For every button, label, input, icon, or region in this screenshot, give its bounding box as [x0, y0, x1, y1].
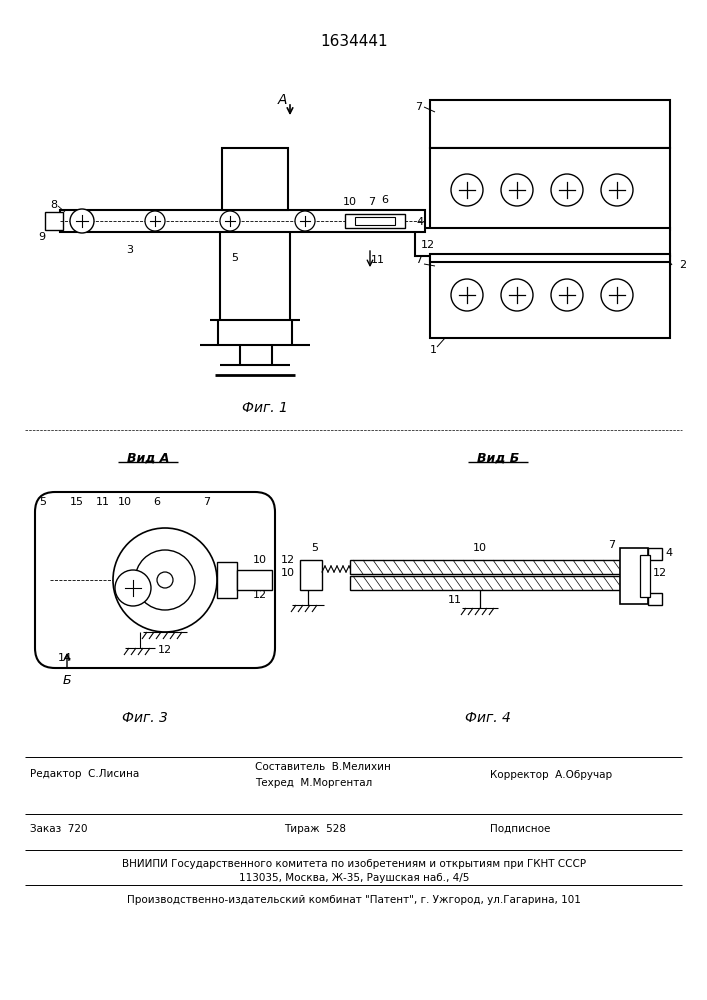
Text: 5: 5 [231, 253, 238, 263]
Circle shape [145, 211, 165, 231]
Text: 7: 7 [368, 197, 375, 207]
Text: 11: 11 [448, 595, 462, 605]
Text: 1: 1 [430, 345, 437, 355]
Text: Подписное: Подписное [490, 824, 550, 834]
Bar [430, 148, 670, 230]
Bar [300, 560, 322, 590]
Text: 5: 5 [312, 543, 318, 553]
FancyBboxPatch shape [35, 492, 275, 668]
Circle shape [113, 528, 217, 632]
Text: Фиг. 1: Фиг. 1 [242, 401, 288, 415]
Text: Производственно-издательский комбинат "Патент", г. Ужгород, ул.Гагарина, 101: Производственно-издательский комбинат "П… [127, 895, 581, 905]
Text: ВНИИПИ Государственного комитета по изобретениям и открытиям при ГКНТ СССР: ВНИИПИ Государственного комитета по изоб… [122, 859, 586, 869]
Bar [350, 576, 620, 590]
Text: 10: 10 [473, 543, 487, 553]
Text: 4: 4 [416, 217, 423, 227]
Text: 9: 9 [38, 232, 45, 242]
Text: 12: 12 [653, 568, 667, 578]
Text: 6: 6 [153, 497, 160, 507]
Bar [60, 210, 425, 232]
Text: 7: 7 [204, 497, 211, 507]
Text: Заказ  720: Заказ 720 [30, 824, 88, 834]
Bar [415, 228, 670, 256]
Circle shape [551, 279, 583, 311]
Text: Б: Б [63, 674, 71, 686]
Text: 6: 6 [382, 195, 389, 205]
Text: 2: 2 [679, 260, 686, 270]
Text: 7: 7 [609, 540, 616, 550]
Bar [217, 562, 237, 598]
Text: 10: 10 [253, 555, 267, 565]
Text: А: А [277, 93, 287, 107]
Text: Вид Б: Вид Б [477, 452, 519, 464]
Text: Редактор  С.Лисина: Редактор С.Лисина [30, 769, 139, 779]
Circle shape [601, 279, 633, 311]
Circle shape [451, 279, 483, 311]
Bar [640, 555, 650, 597]
Text: 12: 12 [253, 590, 267, 600]
Bar [237, 570, 272, 590]
Text: 11: 11 [96, 497, 110, 507]
Text: 4: 4 [665, 548, 672, 558]
Text: 113035, Москва, Ж-35, Раушская наб., 4/5: 113035, Москва, Ж-35, Раушская наб., 4/5 [239, 873, 469, 883]
Text: 10: 10 [281, 568, 295, 578]
Bar [648, 548, 662, 560]
Text: 7: 7 [415, 102, 422, 112]
Text: 7: 7 [415, 255, 422, 265]
Text: 12: 12 [158, 645, 172, 655]
Circle shape [135, 550, 195, 610]
Bar [620, 548, 648, 604]
Text: Фиг. 3: Фиг. 3 [122, 711, 168, 725]
Text: 5: 5 [40, 497, 47, 507]
Bar [648, 593, 662, 605]
Text: Составитель  В.Мелихин: Составитель В.Мелихин [255, 762, 391, 772]
Bar [45, 212, 63, 230]
Text: Фиг. 4: Фиг. 4 [465, 711, 511, 725]
Text: 12: 12 [281, 555, 295, 565]
Circle shape [551, 174, 583, 206]
Circle shape [501, 279, 533, 311]
Circle shape [451, 174, 483, 206]
Text: 8: 8 [50, 200, 57, 210]
Text: Тираж  528: Тираж 528 [284, 824, 346, 834]
Bar [430, 100, 670, 148]
Text: 1634441: 1634441 [320, 34, 388, 49]
Text: 3: 3 [127, 245, 134, 255]
Bar [350, 560, 620, 574]
Text: 12: 12 [421, 240, 435, 250]
Circle shape [70, 209, 94, 233]
Bar [222, 148, 288, 210]
Circle shape [295, 211, 315, 231]
Text: 15: 15 [70, 497, 84, 507]
Text: Вид А: Вид А [127, 452, 169, 464]
Text: Техред  М.Моргентал: Техред М.Моргентал [255, 778, 373, 788]
Bar [430, 256, 670, 338]
Circle shape [157, 572, 173, 588]
Text: 10: 10 [118, 497, 132, 507]
Bar [345, 214, 405, 228]
Circle shape [601, 174, 633, 206]
Bar [355, 217, 395, 225]
Text: Корректор  А.Обручар: Корректор А.Обручар [490, 770, 612, 780]
Circle shape [501, 174, 533, 206]
Text: 10: 10 [343, 197, 357, 207]
Text: 14: 14 [58, 653, 72, 663]
Circle shape [115, 570, 151, 606]
Circle shape [220, 211, 240, 231]
Text: 11: 11 [371, 255, 385, 265]
Bar [430, 254, 670, 262]
